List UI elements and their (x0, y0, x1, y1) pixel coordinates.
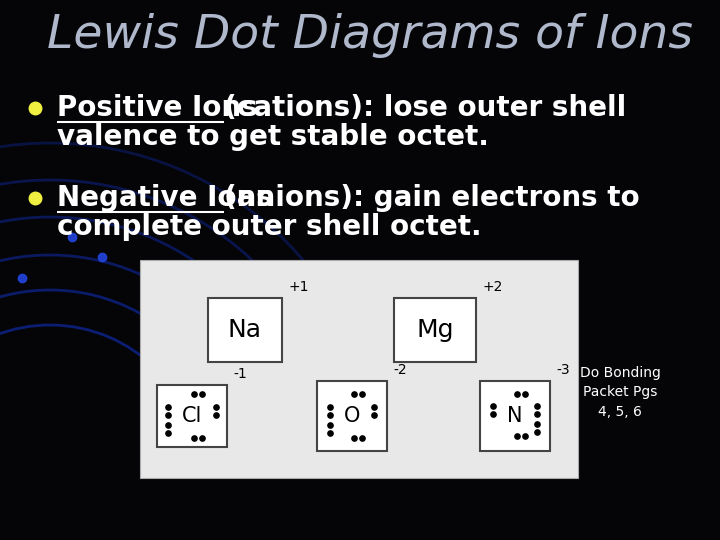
Text: O: O (344, 406, 360, 426)
Text: complete outer shell octet.: complete outer shell octet. (57, 213, 482, 241)
Text: (cations): lose outer shell: (cations): lose outer shell (224, 94, 626, 122)
Text: +2: +2 (482, 280, 503, 294)
Text: -2: -2 (393, 363, 407, 377)
Text: Do Bonding
Packet Pgs
4, 5, 6: Do Bonding Packet Pgs 4, 5, 6 (580, 366, 660, 418)
FancyBboxPatch shape (317, 381, 387, 451)
Text: Lewis Dot Diagrams of Ions: Lewis Dot Diagrams of Ions (47, 14, 693, 58)
Text: Positive Ions: Positive Ions (57, 94, 267, 122)
Text: Mg: Mg (416, 318, 454, 342)
FancyBboxPatch shape (394, 298, 476, 362)
Text: Negative Ions: Negative Ions (57, 184, 282, 212)
Text: valence to get stable octet.: valence to get stable octet. (57, 123, 489, 151)
Text: -3: -3 (556, 363, 570, 377)
FancyBboxPatch shape (480, 381, 550, 451)
FancyBboxPatch shape (208, 298, 282, 362)
Text: -1: -1 (233, 367, 247, 381)
Text: (anions): gain electrons to: (anions): gain electrons to (224, 184, 639, 212)
FancyBboxPatch shape (140, 260, 578, 478)
Text: Na: Na (228, 318, 262, 342)
FancyBboxPatch shape (157, 385, 227, 447)
Text: +1: +1 (288, 280, 308, 294)
Text: Cl: Cl (182, 406, 202, 426)
Text: N: N (508, 406, 523, 426)
